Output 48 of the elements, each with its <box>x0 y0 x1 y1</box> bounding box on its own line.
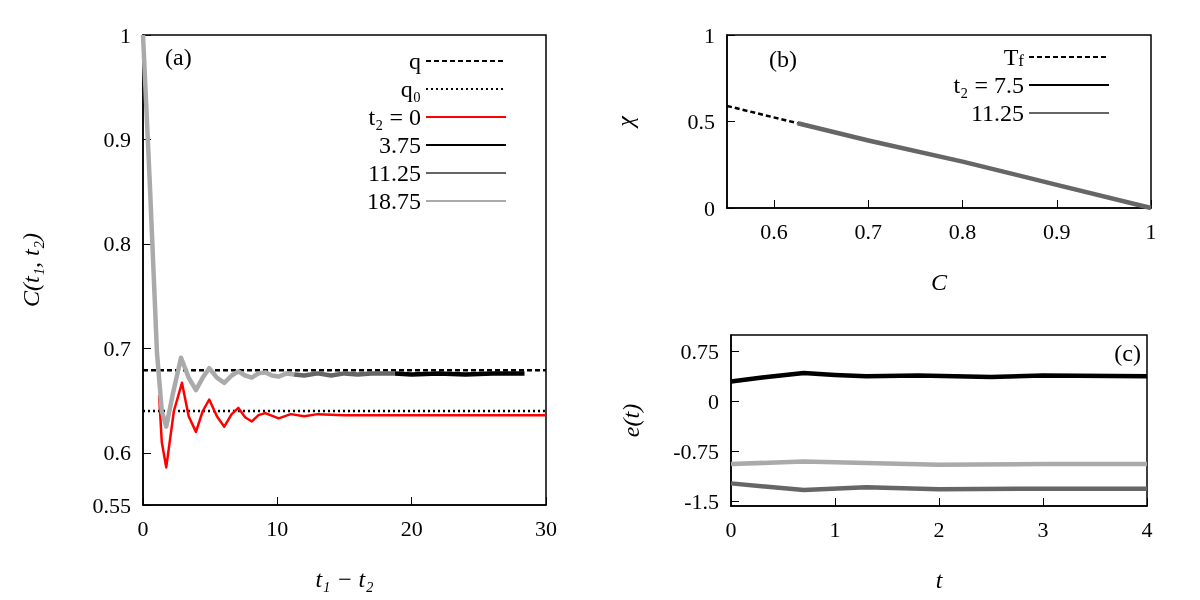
legend-label: 3.75 <box>379 132 421 158</box>
legend-label: 11.25 <box>367 160 421 186</box>
x-tick-label: 20 <box>400 515 423 541</box>
x-tick-label: 0.8 <box>948 218 977 244</box>
legend-label: q <box>409 48 421 74</box>
y-tick-label: -1.5 <box>684 488 719 514</box>
x-tick-label: 1 <box>1145 218 1157 244</box>
line-series <box>140 32 297 429</box>
x-axis-title: t <box>935 567 944 593</box>
annotation: (a) <box>165 44 192 70</box>
line-series <box>795 120 1154 211</box>
x-axis-title: C <box>931 269 948 295</box>
x-tick-label: 0.9 <box>1043 218 1071 244</box>
x-tick-label: 10 <box>266 515 289 541</box>
x-tick-label: 30 <box>535 515 557 541</box>
y-axis-title: C(t₁, t₂) <box>18 232 44 308</box>
y-tick-label: 0 <box>708 389 719 415</box>
x-axis-title: t₁ − t₂ <box>315 566 374 592</box>
legend-label: 11.25 <box>970 100 1024 126</box>
y-tick-label: 1 <box>120 22 131 48</box>
x-tick-label: 4 <box>1141 516 1153 542</box>
annotation: (b) <box>769 46 797 72</box>
x-tick-label: 0 <box>725 516 737 542</box>
line-series <box>157 381 548 469</box>
y-tick-label: 0 <box>704 195 715 221</box>
y-tick-label: 0.55 <box>92 492 131 518</box>
y-tick-label: 0.75 <box>680 339 719 365</box>
y-axis-title: e(t) <box>618 403 644 438</box>
legend-label: t₂ = 7.5 <box>953 72 1025 98</box>
y-tick-label: 1 <box>704 22 715 48</box>
legend-label: 18.75 <box>367 188 421 214</box>
legend-label: q₀ <box>400 76 422 102</box>
x-tick-label: 0.7 <box>854 218 883 244</box>
legend-label: Tf <box>1003 44 1025 70</box>
y-tick-label: 0.6 <box>103 440 131 466</box>
x-tick-label: 2 <box>933 516 945 542</box>
y-tick-label: 0.7 <box>103 335 131 361</box>
x-tick-label: 3 <box>1037 516 1049 542</box>
annotation: (c) <box>1114 340 1141 366</box>
legend-label: t₂ = 0 <box>368 104 422 130</box>
y-tick-label: 0.9 <box>103 126 131 152</box>
y-tick-label: -0.75 <box>673 438 719 464</box>
y-axis-title: χ <box>612 114 638 129</box>
y-tick-label: 0.5 <box>687 109 715 134</box>
line-series <box>728 481 1150 493</box>
x-tick-label: 0.6 <box>760 218 788 244</box>
x-tick-label: 0 <box>137 515 149 541</box>
x-tick-label: 1 <box>829 516 841 542</box>
